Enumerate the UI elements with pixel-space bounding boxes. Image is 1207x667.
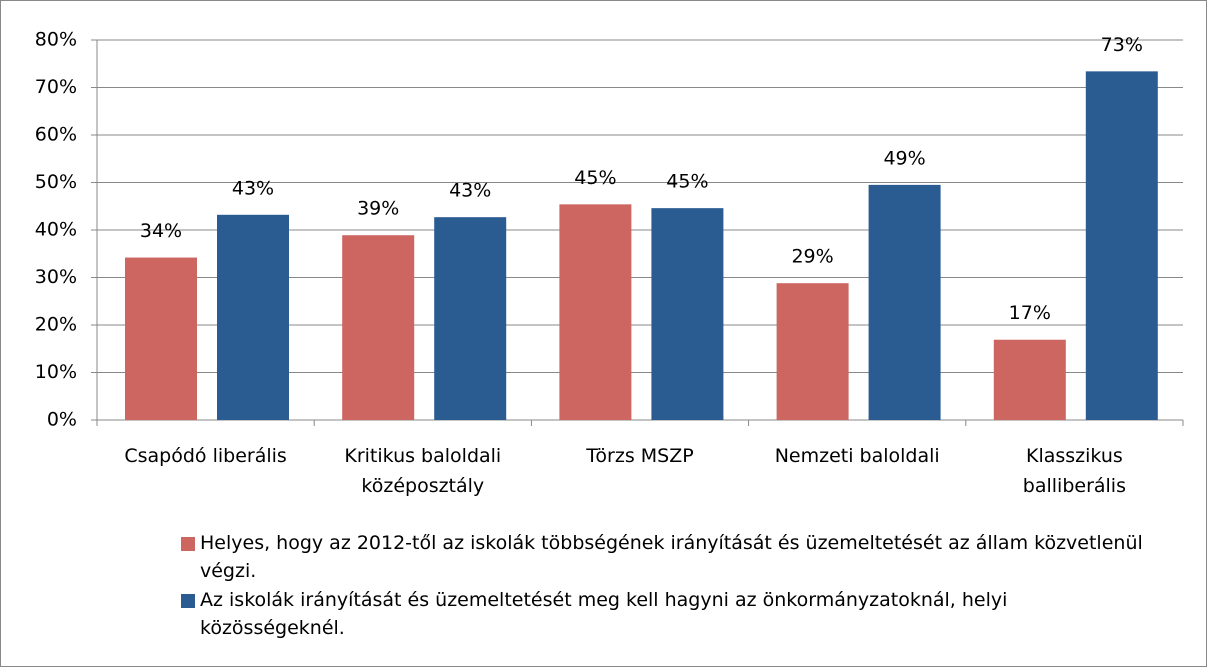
data-label: 34% — [140, 220, 182, 242]
legend-swatch — [181, 537, 195, 551]
data-label: 45% — [574, 167, 616, 189]
y-tick-label: 80% — [35, 29, 77, 51]
x-tick-label: Kritikus baloldali középosztály — [344, 445, 502, 497]
y-tick-label: 20% — [35, 314, 77, 336]
x-tick-label: Törzs MSZP — [586, 445, 694, 467]
y-tick-label: 60% — [35, 124, 77, 146]
bar — [559, 204, 632, 420]
legend-swatch — [181, 594, 195, 608]
x-tick-label: Nemzeti baloldali — [774, 445, 940, 467]
y-tick-label: 70% — [35, 76, 77, 98]
data-label: 43% — [449, 180, 491, 202]
bar — [217, 214, 289, 420]
legend-label: Az iskolák irányítását és üzemeltetését … — [200, 589, 1008, 639]
bar — [651, 208, 724, 420]
bar — [342, 235, 415, 420]
bar — [125, 257, 197, 420]
y-tick-label: 50% — [35, 171, 77, 193]
x-tick-label: Csapódó liberális — [124, 445, 287, 467]
data-label: 29% — [791, 246, 833, 268]
x-tick-label: Klasszikus balliberális — [1022, 445, 1126, 497]
bar — [1085, 71, 1158, 420]
data-label: 73% — [1101, 34, 1143, 56]
y-tick-label: 40% — [35, 219, 77, 241]
bar — [993, 339, 1066, 420]
y-tick-label: 30% — [35, 266, 77, 288]
y-tick-label: 10% — [35, 361, 77, 383]
bar — [776, 283, 849, 420]
bar — [434, 217, 507, 420]
data-label: 39% — [357, 198, 399, 220]
bar — [868, 184, 941, 420]
data-label: 17% — [1009, 302, 1051, 324]
data-label: 45% — [666, 171, 708, 193]
data-label: 49% — [883, 147, 925, 169]
legend-label: Helyes, hogy az 2012-től az iskolák több… — [200, 532, 1143, 582]
y-tick-label: 0% — [47, 409, 77, 431]
data-label: 43% — [232, 177, 274, 199]
